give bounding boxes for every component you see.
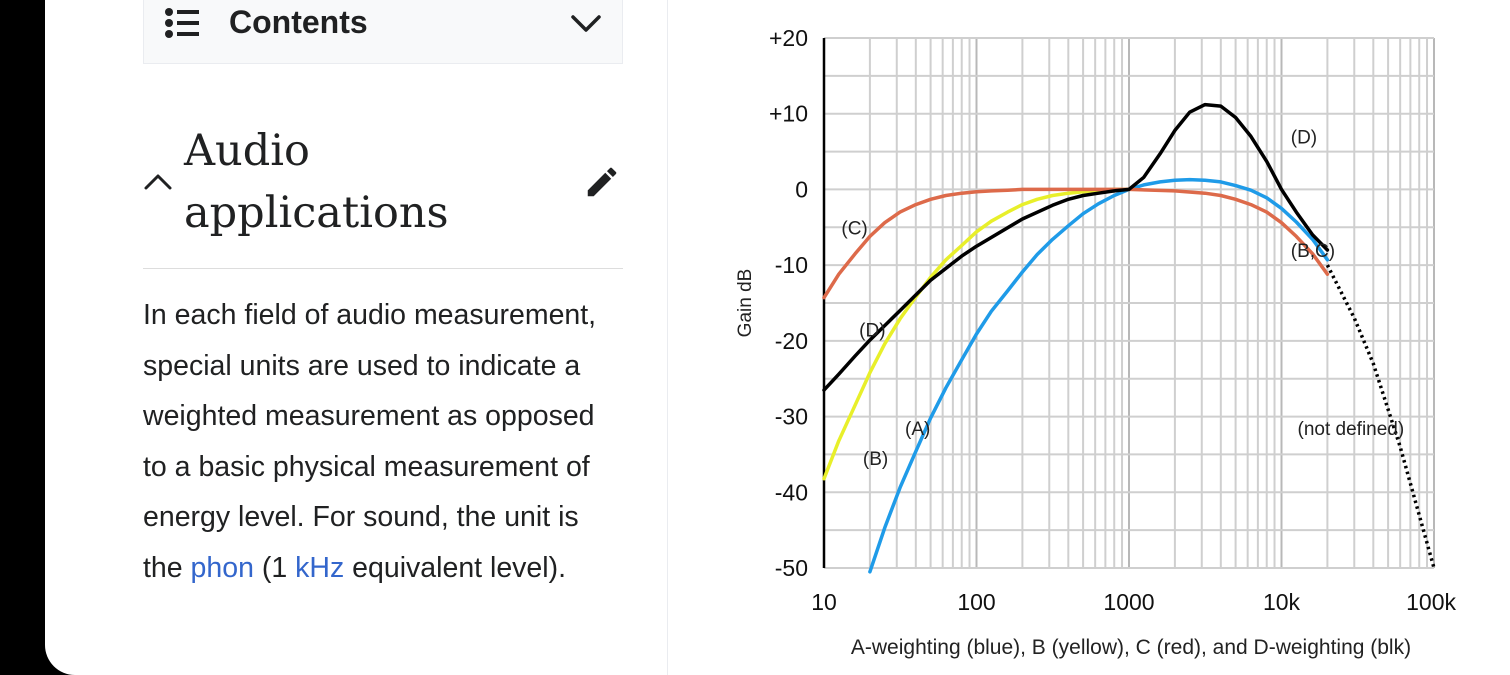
y-tick-label: -30 xyxy=(775,404,808,430)
article-column: Contents Audio applications In each fiel… xyxy=(143,0,625,675)
curve-annotation: (D) xyxy=(1291,127,1317,148)
curve-annotation: (not defined) xyxy=(1298,419,1405,440)
x-tick-label: 10k xyxy=(1263,589,1301,615)
series-line-3 xyxy=(822,187,1330,300)
y-tick-label: -40 xyxy=(775,479,808,505)
y-tick-label: +10 xyxy=(769,101,808,127)
article-page: Contents Audio applications In each fiel… xyxy=(45,0,1510,675)
curve-annotation: (B) xyxy=(863,449,888,470)
y-tick-label: 0 xyxy=(795,176,808,202)
x-tick-label: 1000 xyxy=(1103,589,1154,615)
chevron-down-icon[interactable] xyxy=(569,10,603,36)
weighting-chart-figure[interactable]: +20 +10 0 -10 -20 -30 -40 -50 10 100 1000 10k 100k Ga… xyxy=(668,0,1510,675)
list-icon xyxy=(165,8,199,38)
x-tick-label: 100 xyxy=(957,589,995,615)
paragraph-text-3: equivalent level). xyxy=(344,551,567,584)
section-divider xyxy=(143,268,623,269)
chevron-up-icon[interactable] xyxy=(143,168,173,194)
curve-annotation: (B,C) xyxy=(1291,241,1335,262)
section-title-line1: Audio xyxy=(184,126,310,176)
contents-toggle-bar[interactable]: Contents xyxy=(143,0,623,64)
series-line-2 xyxy=(822,187,1131,481)
paragraph-text-2: (1 xyxy=(253,551,296,584)
contents-label: Contents xyxy=(229,4,368,40)
khz-link[interactable]: kHz xyxy=(295,551,345,584)
article-paragraph: In each field of audio measurement, spec… xyxy=(143,290,613,593)
curve-annotation: (C) xyxy=(841,218,867,239)
series-line-5 xyxy=(1325,264,1436,569)
y-tick-label: -10 xyxy=(775,252,808,278)
curve-annotation: (D) xyxy=(859,321,885,342)
x-tick-label: 10 xyxy=(811,589,837,615)
phon-link[interactable]: phon xyxy=(190,551,254,584)
y-axis-label: Gain dB xyxy=(735,269,756,338)
series-line-4 xyxy=(822,102,1330,392)
section-title-line2: applications xyxy=(184,188,449,238)
x-axis-label: A-weighting (blue), B (yellow), C (red),… xyxy=(851,636,1411,659)
section-title: Audio applications xyxy=(184,120,584,244)
y-tick-label: -20 xyxy=(775,328,808,354)
paragraph-text-1: In each field of audio measurement, spec… xyxy=(143,299,597,584)
y-tick-label: -50 xyxy=(775,555,808,581)
column-divider xyxy=(667,0,668,675)
series-line-1 xyxy=(868,177,1330,574)
section-heading[interactable]: Audio applications xyxy=(143,118,623,268)
y-tick-label: +20 xyxy=(769,25,808,51)
x-tick-label: 100k xyxy=(1406,589,1456,615)
curve-annotation: (A) xyxy=(905,419,930,440)
pencil-icon[interactable] xyxy=(583,163,621,201)
